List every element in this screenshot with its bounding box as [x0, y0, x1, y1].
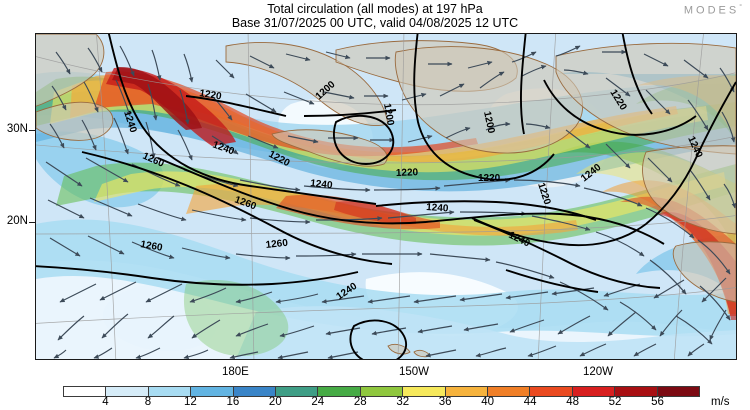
colorbar-tick-labels: 4 8 12 16 20 24 28 32 36 40 44 48 52 56 [63, 396, 700, 410]
colorbar-unit-label: m/s [711, 396, 730, 408]
colorbar-swatch-10 [488, 387, 531, 396]
colorbar-swatch-1 [106, 387, 149, 396]
modes-logo-text: MODES [683, 4, 740, 17]
colorbar-swatch-7 [360, 387, 404, 396]
colorbar-swatch-2 [148, 387, 192, 396]
graticule [36, 34, 736, 359]
svg-text:1240: 1240 [426, 202, 449, 215]
colorbar-tick-40: 40 [481, 396, 495, 408]
colorbar-swatch-14 [657, 387, 700, 396]
colorbar-tick-32: 32 [396, 396, 410, 408]
svg-text:1240: 1240 [310, 178, 334, 191]
page-title: Total circulation (all modes) at 197 hPa [267, 2, 483, 16]
svg-text:1220: 1220 [396, 167, 419, 179]
lat-tick-30n [29, 130, 36, 131]
lon-label-180e: 180E [222, 366, 249, 378]
lat-tick-20n [29, 222, 36, 223]
colorbar-swatch-0 [64, 387, 107, 396]
colorbar-swatch-8 [403, 387, 446, 396]
chart-subtitle: Base 31/07/2025 00 UTC, valid 04/08/2025… [231, 16, 519, 30]
lat-label-20n: 20N [6, 215, 28, 227]
map-canvas: 1240 1220 1200 1200 1200 1220 1240 1220 … [36, 34, 736, 359]
colorbar-swatch-4 [233, 387, 277, 396]
lon-label-120w: 120W [583, 366, 614, 378]
colorbar [63, 386, 700, 397]
map-layers: 1240 1220 1200 1200 1200 1220 1240 1220 … [36, 34, 736, 359]
chart-title-block: Total circulation (all modes) at 197 hPa… [0, 2, 750, 30]
lat-label-30n: 30N [6, 123, 28, 135]
svg-text:1260: 1260 [265, 238, 289, 251]
colorbar-swatch-3 [191, 387, 234, 396]
svg-text:1220: 1220 [478, 173, 501, 184]
colorbar-swatch-11 [530, 387, 573, 396]
height-contour-layer [36, 34, 736, 359]
colorbar-tick-52: 52 [608, 396, 622, 408]
colorbar-tick-20: 20 [268, 396, 282, 408]
colorbar-swatch-12 [572, 387, 616, 396]
colorbar-tick-8: 8 [144, 396, 152, 408]
colorbar-tick-4: 4 [102, 396, 109, 408]
svg-text:1200: 1200 [481, 110, 496, 134]
colorbar-tick-56: 56 [651, 396, 664, 408]
svg-text:1220: 1220 [199, 88, 223, 102]
svg-text:1260: 1260 [139, 239, 163, 254]
colorbar-swatch-13 [615, 387, 658, 396]
colorbar-swatch-6 [318, 387, 361, 396]
colorbar-tick-44: 44 [523, 396, 537, 408]
colorbar-tick-28: 28 [353, 396, 367, 408]
colorbar-tick-24: 24 [311, 396, 325, 408]
colorbar-tick-48: 48 [566, 396, 579, 408]
colorbar-swatch-9 [445, 387, 489, 396]
wind-arrow-layer [45, 45, 736, 359]
map-frame: 1240 1220 1200 1200 1200 1220 1240 1220 … [35, 33, 737, 360]
modes-logo: MODES° [684, 4, 742, 17]
modes-logo-mark: ° [739, 4, 742, 11]
colorbar-tick-16: 16 [226, 396, 240, 408]
svg-text:1200: 1200 [381, 103, 396, 127]
colorbar-swatch-5 [276, 387, 319, 396]
lon-label-150w: 150W [399, 366, 430, 378]
colorbar-tick-36: 36 [438, 396, 452, 408]
colorbar-swatches [63, 386, 700, 397]
colorbar-tick-12: 12 [183, 396, 197, 408]
